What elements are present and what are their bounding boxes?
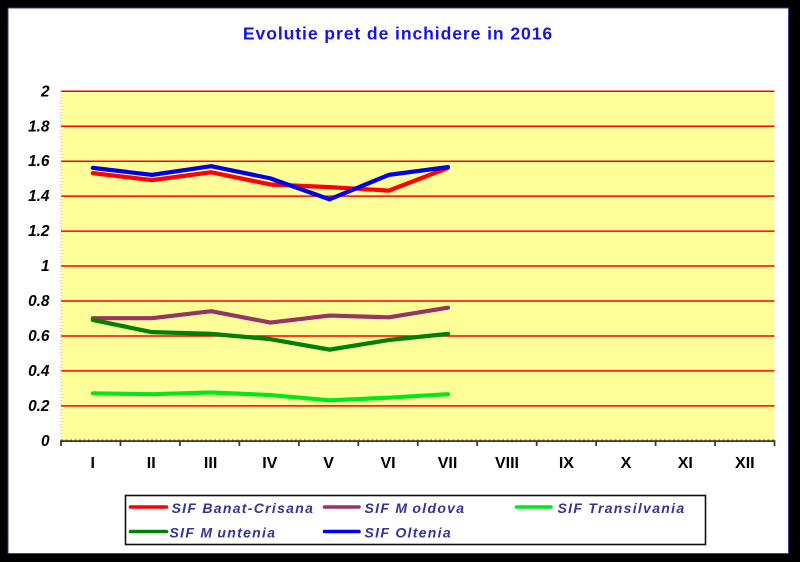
svg-text:VI: VI [380,455,395,472]
svg-text:1.4: 1.4 [28,188,50,205]
svg-text:Evolutie pret de inchidere in: Evolutie pret de inchidere in 2016 [243,24,553,44]
svg-text:SIF M untenia: SIF M untenia [170,524,277,540]
svg-text:1.8: 1.8 [28,118,50,135]
svg-text:0.8: 0.8 [28,293,50,310]
svg-text:1.2: 1.2 [28,223,50,240]
svg-text:IV: IV [262,455,277,472]
svg-text:VIII: VIII [495,455,519,472]
svg-text:2: 2 [40,83,50,100]
svg-text:XI: XI [678,455,693,472]
svg-text:0: 0 [41,433,50,450]
svg-text:0.2: 0.2 [28,398,50,415]
svg-text:1.6: 1.6 [28,153,50,170]
svg-text:XII: XII [735,455,755,472]
svg-text:III: III [204,455,217,472]
svg-text:SIF Transilvania: SIF Transilvania [558,500,686,516]
svg-text:II: II [147,455,156,472]
svg-text:I: I [90,455,94,472]
svg-text:1: 1 [41,258,50,275]
svg-text:0.4: 0.4 [28,363,50,380]
svg-text:VII: VII [438,455,458,472]
svg-text:X: X [621,455,632,472]
svg-text:IX: IX [559,455,574,472]
svg-text:SIF Oltenia: SIF Oltenia [365,524,452,540]
svg-text:0.6: 0.6 [28,328,50,345]
svg-text:SIF M oldova: SIF M oldova [365,500,466,516]
svg-text:V: V [323,455,334,472]
svg-text:SIF Banat-Crisana: SIF Banat-Crisana [172,500,315,516]
